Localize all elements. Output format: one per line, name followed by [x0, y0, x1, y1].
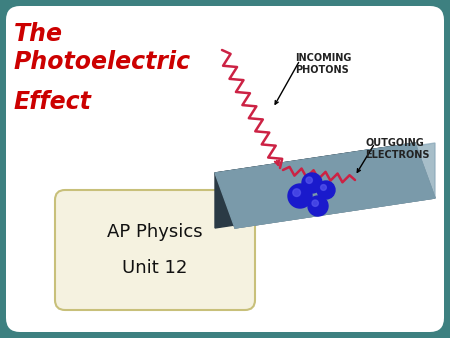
- Circle shape: [302, 173, 322, 193]
- Text: Unit 12: Unit 12: [122, 259, 188, 277]
- Text: OUTGOING
ELECTRONS: OUTGOING ELECTRONS: [365, 138, 429, 160]
- Circle shape: [306, 177, 312, 184]
- Polygon shape: [215, 143, 435, 228]
- Polygon shape: [235, 143, 435, 228]
- FancyBboxPatch shape: [6, 6, 444, 332]
- Circle shape: [288, 184, 312, 208]
- Circle shape: [308, 196, 328, 216]
- Polygon shape: [215, 143, 435, 228]
- Text: Effect: Effect: [14, 90, 92, 114]
- Circle shape: [293, 189, 301, 196]
- Polygon shape: [215, 143, 415, 228]
- Text: INCOMING
PHOTONS: INCOMING PHOTONS: [295, 53, 351, 75]
- Circle shape: [317, 181, 335, 199]
- Text: Photoelectric: Photoelectric: [14, 50, 191, 74]
- Text: AP Physics: AP Physics: [107, 223, 203, 241]
- Circle shape: [312, 200, 319, 207]
- Text: The: The: [14, 22, 63, 46]
- FancyBboxPatch shape: [55, 190, 255, 310]
- Circle shape: [320, 185, 326, 190]
